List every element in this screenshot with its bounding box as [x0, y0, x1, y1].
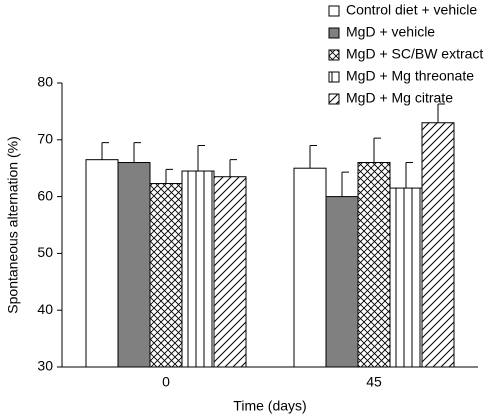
legend-swatch — [328, 71, 340, 83]
bar — [293, 167, 327, 368]
error-bar — [229, 159, 237, 177]
legend-label: MgD + vehicle — [346, 24, 435, 40]
error-bar — [405, 162, 413, 189]
bar — [181, 170, 215, 368]
error-bar — [101, 142, 109, 160]
error-bar — [309, 144, 317, 169]
bar — [421, 122, 455, 368]
bar — [117, 162, 151, 368]
error-bar — [437, 103, 445, 123]
x-tick-label: 45 — [366, 374, 382, 390]
y-tick-label: 30 — [37, 358, 53, 374]
error-bar — [165, 168, 173, 184]
y-axis-label: Spontaneous alternation (%) — [5, 136, 21, 313]
legend-swatch — [328, 5, 340, 17]
bar — [325, 196, 359, 368]
x-axis-label: Time (days) — [233, 398, 306, 414]
error-bar — [341, 171, 349, 197]
bar — [357, 162, 391, 368]
y-tick-label: 60 — [37, 187, 53, 203]
legend-label: MgD + Mg citrate — [346, 90, 453, 106]
x-tick-label: 0 — [162, 374, 170, 390]
y-tick-label: 70 — [37, 131, 53, 147]
legend-label: MgD + SC/BW extract — [346, 46, 483, 62]
bar — [389, 187, 423, 368]
error-bar — [373, 137, 381, 163]
y-tick-label: 40 — [37, 301, 53, 317]
bar — [213, 176, 247, 368]
legend-swatch — [328, 93, 340, 105]
error-bar — [197, 144, 205, 172]
bar — [85, 159, 119, 368]
legend-swatch — [328, 49, 340, 61]
y-tick-label: 80 — [37, 74, 53, 90]
bar — [149, 183, 183, 368]
legend-label: MgD + Mg threonate — [346, 68, 474, 84]
error-bar — [133, 142, 141, 163]
legend-label: Control diet + vehicle — [346, 2, 477, 18]
legend-swatch — [328, 27, 340, 39]
y-tick-label: 50 — [37, 244, 53, 260]
